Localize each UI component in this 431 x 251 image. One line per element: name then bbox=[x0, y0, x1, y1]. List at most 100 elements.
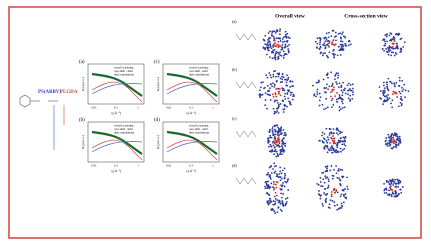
bead bbox=[386, 142, 389, 145]
legend-entry: overall scattering bbox=[114, 125, 134, 128]
bead bbox=[328, 149, 331, 152]
bead bbox=[318, 43, 321, 46]
bead bbox=[276, 181, 279, 184]
bead bbox=[336, 54, 339, 57]
bead bbox=[326, 146, 329, 149]
bead bbox=[319, 197, 322, 200]
curve bbox=[91, 141, 143, 153]
bead bbox=[342, 35, 345, 38]
bead bbox=[388, 34, 391, 37]
bead bbox=[278, 153, 281, 156]
bead bbox=[398, 90, 401, 93]
bead bbox=[336, 191, 339, 194]
bead bbox=[390, 54, 393, 57]
bead bbox=[339, 43, 342, 46]
bead bbox=[337, 129, 340, 132]
bead bbox=[286, 180, 289, 183]
bead bbox=[291, 80, 294, 83]
bead bbox=[273, 100, 276, 103]
bead bbox=[323, 44, 326, 47]
bead bbox=[332, 128, 335, 130]
column-header: Overall view bbox=[275, 13, 305, 19]
bead bbox=[274, 212, 277, 214]
bead bbox=[286, 178, 289, 181]
bead bbox=[276, 211, 279, 214]
bead bbox=[281, 138, 284, 141]
bead bbox=[383, 99, 386, 102]
bead bbox=[278, 37, 281, 39]
bead bbox=[274, 92, 277, 95]
plot-box bbox=[162, 121, 220, 163]
curve bbox=[91, 130, 143, 155]
bead bbox=[331, 139, 334, 142]
bead bbox=[342, 189, 345, 192]
bead bbox=[403, 83, 406, 86]
bead bbox=[268, 145, 270, 148]
bead bbox=[397, 85, 400, 87]
bead bbox=[343, 139, 346, 142]
frame bbox=[8, 6, 422, 239]
bead bbox=[333, 140, 336, 142]
bead bbox=[273, 39, 275, 42]
bead bbox=[287, 97, 290, 100]
bead bbox=[402, 45, 405, 48]
bead bbox=[344, 140, 347, 143]
bead bbox=[385, 137, 388, 140]
bead bbox=[274, 191, 277, 194]
bead bbox=[261, 93, 264, 96]
bead bbox=[289, 101, 291, 104]
bead bbox=[395, 144, 398, 146]
bead bbox=[400, 49, 403, 51]
bead bbox=[316, 91, 319, 93]
bead bbox=[277, 55, 280, 58]
bead bbox=[392, 180, 395, 183]
y-axis-label: I(q) (a.u.) bbox=[156, 134, 160, 148]
bead bbox=[331, 191, 333, 193]
bead bbox=[395, 44, 398, 47]
bead bbox=[325, 87, 328, 89]
bead bbox=[316, 42, 319, 45]
bead bbox=[315, 81, 318, 84]
bead bbox=[326, 136, 329, 139]
bead bbox=[289, 86, 292, 88]
bead bbox=[325, 38, 328, 41]
bead bbox=[389, 140, 392, 143]
bead bbox=[282, 111, 285, 113]
bead bbox=[395, 46, 398, 49]
bead bbox=[334, 191, 337, 194]
bead bbox=[279, 51, 281, 54]
bead bbox=[277, 44, 280, 47]
bead bbox=[331, 82, 334, 85]
bead bbox=[386, 145, 389, 147]
bead bbox=[346, 185, 349, 188]
bead bbox=[334, 53, 336, 56]
bead bbox=[280, 192, 282, 195]
bead bbox=[272, 144, 275, 147]
bead bbox=[393, 84, 396, 86]
bead bbox=[284, 98, 287, 100]
bead bbox=[272, 35, 275, 38]
bead bbox=[291, 98, 294, 101]
bead bbox=[315, 95, 317, 98]
bead bbox=[328, 134, 331, 136]
bead bbox=[326, 176, 329, 179]
bead bbox=[392, 184, 395, 186]
bead bbox=[285, 181, 288, 184]
bead bbox=[281, 38, 284, 40]
curve bbox=[166, 139, 218, 161]
plot-box bbox=[87, 63, 145, 105]
bead bbox=[283, 176, 286, 179]
bead bbox=[277, 87, 280, 90]
bead bbox=[282, 50, 285, 53]
bead bbox=[394, 178, 397, 181]
row-label: (c) bbox=[232, 116, 237, 121]
bead bbox=[342, 45, 345, 48]
bead bbox=[281, 177, 283, 180]
bead bbox=[394, 132, 397, 135]
column-header: Cross-section view bbox=[344, 13, 387, 19]
bead bbox=[323, 87, 326, 90]
bead bbox=[328, 132, 331, 135]
bead bbox=[269, 43, 271, 46]
bead bbox=[270, 47, 273, 50]
bead bbox=[270, 150, 273, 152]
